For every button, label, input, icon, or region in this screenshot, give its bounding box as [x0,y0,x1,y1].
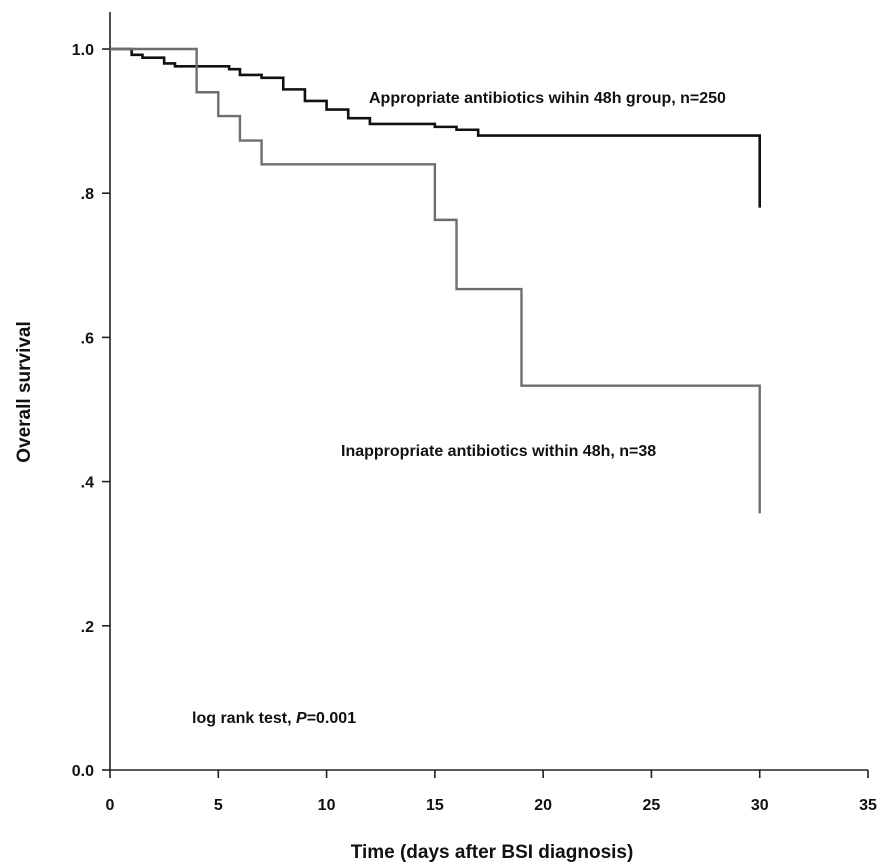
x-tick-label: 20 [534,797,552,814]
log-rank-prefix: log rank test, [192,710,296,727]
x-tick-label: 10 [318,797,336,814]
survival-curve-inappropriate [110,47,761,514]
y-tick-label: .2 [81,619,94,636]
y-axis-title: Overall survival [14,321,35,463]
y-tick-label: 0.0 [72,763,94,780]
y-tick-label: .8 [81,186,94,203]
x-tick-label: 15 [426,797,444,814]
annotation-appropriate-group: Appropriate antibiotics wihin 48h group,… [369,90,726,107]
y-tick-label: 1.0 [72,42,94,59]
x-ticks: 0 5 10 15 20 25 30 35 [106,770,877,814]
x-tick-label: 30 [751,797,769,814]
y-ticks: 0.0 .2 .4 .6 .8 1.0 [72,42,110,780]
log-rank-value: =0.001 [307,710,356,727]
annotation-inappropriate-group: Inappropriate antibiotics within 48h, n=… [341,443,656,460]
x-tick-label: 35 [859,797,877,814]
x-tick-label: 0 [106,797,115,814]
plot-area: 0 5 10 15 20 25 30 35 0.0 .2 .4 .6 .8 1.0 [72,12,877,814]
x-axis-title: Time (days after BSI diagnosis) [351,842,634,863]
annotation-log-rank: log rank test, P=0.001 [192,710,356,727]
x-tick-label: 25 [643,797,661,814]
survival-curve-appropriate [110,47,762,208]
y-tick-label: .6 [81,330,94,347]
y-tick-label: .4 [81,475,94,492]
x-tick-label: 5 [214,797,223,814]
series-layer [110,47,762,514]
log-rank-p-italic: P [296,710,307,727]
